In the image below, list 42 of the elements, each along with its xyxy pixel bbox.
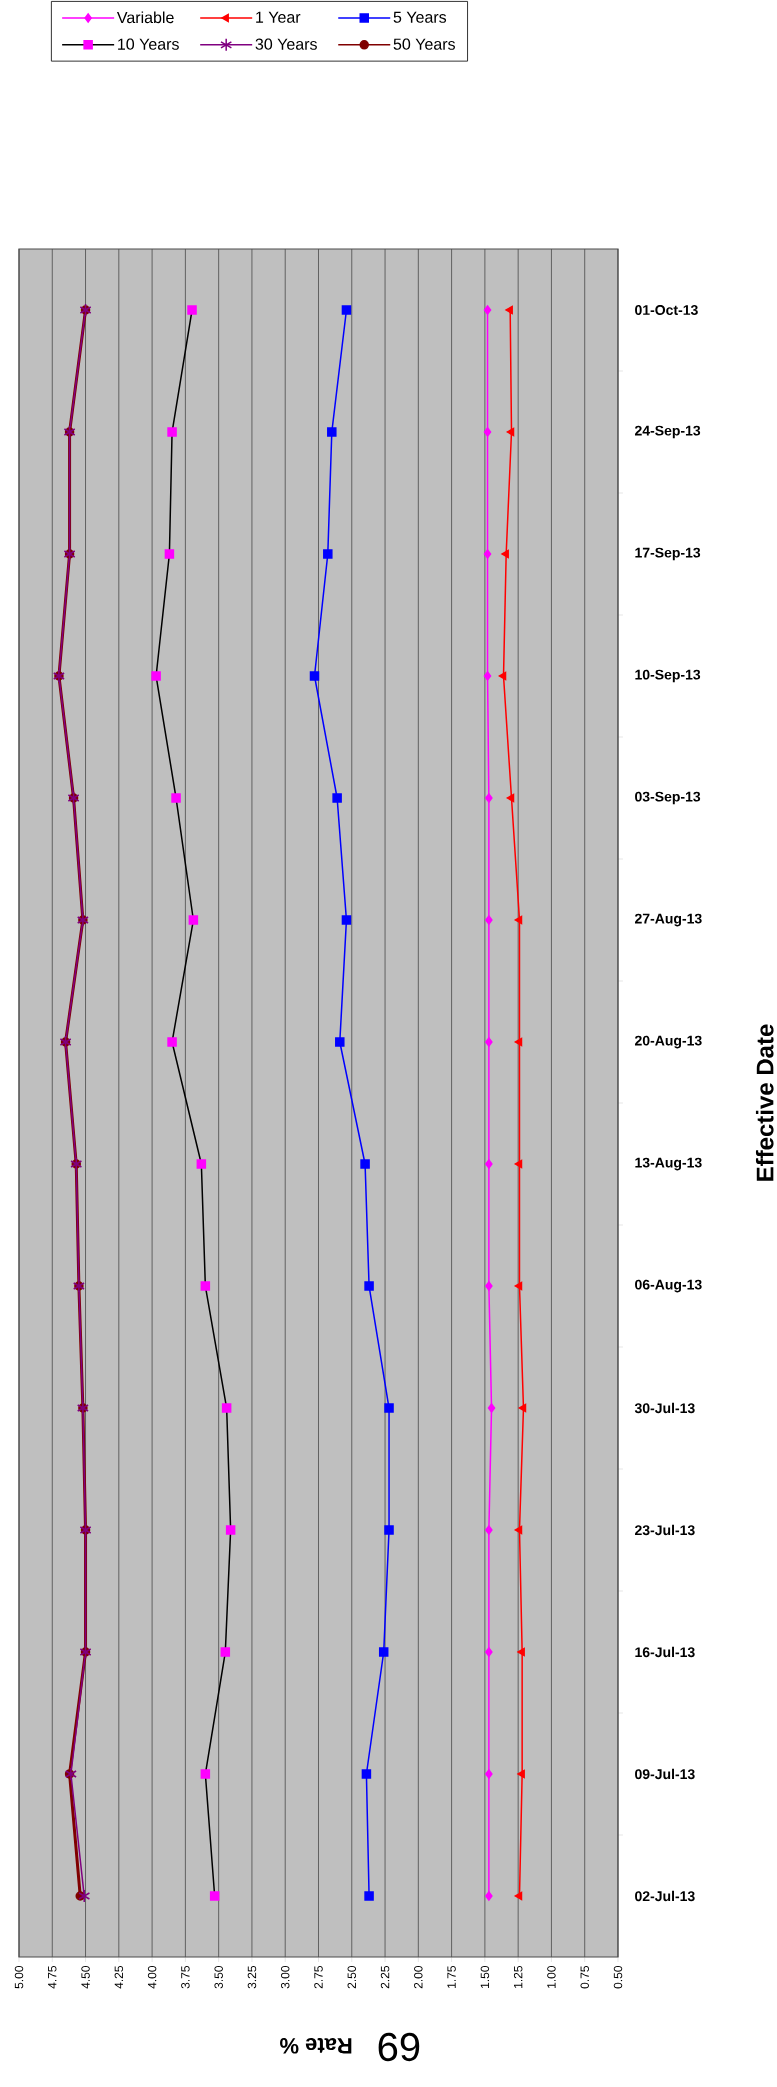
legend-label: 30 Years <box>255 38 317 50</box>
legend-label: Variable <box>116 11 174 24</box>
x-tick-label: 2.00 <box>414 1966 423 1989</box>
y-tick-label: 16-Jul-13 <box>635 1646 695 1658</box>
x-tick-label: 0.50 <box>613 1966 623 1989</box>
x-tick-label: 1.25 <box>513 1966 523 1988</box>
y-tick-label: 06-Aug-13 <box>635 1279 702 1293</box>
y-axis-title: Effective Date <box>755 1024 774 1181</box>
legend-label: 50 Years <box>393 38 455 50</box>
x-tick-label: 3.50 <box>214 1966 223 1989</box>
x-tick-label: 3.00 <box>280 1966 290 1989</box>
x-tick-label: 1.50 <box>480 1966 490 1988</box>
x-tick-label: 0.75 <box>580 1966 589 1989</box>
y-tick-label: 24-Sep-13 <box>635 425 701 439</box>
x-tick-label: 4.00 <box>147 1966 157 1989</box>
y-tick-label: 23-Jul-13 <box>635 1524 695 1536</box>
legend-label: 1 Year <box>256 11 301 23</box>
x-tick-label: 2.50 <box>347 1966 357 1989</box>
y-tick-label: 20-Aug-13 <box>635 1035 702 1049</box>
x-tick-label: 5.00 <box>14 1966 24 1989</box>
x-tick-label: 4.50 <box>81 1966 90 1989</box>
x-tick-label: 4.75 <box>48 1966 57 1989</box>
legend-label: 5 Years <box>393 11 447 23</box>
x-tick-label: 4.25 <box>114 1966 124 1989</box>
y-tick-label: 27-Aug-13 <box>635 913 702 927</box>
x-tick-label: 1.00 <box>547 1966 556 1988</box>
y-tick-label: 17-Sep-13 <box>635 547 701 561</box>
text: 69 <box>378 2032 420 2062</box>
x-tick-label: 3.75 <box>181 1966 190 1989</box>
y-tick-label: 02-Jul-13 <box>635 1890 695 1902</box>
y-tick-label: 13-Aug-13 <box>635 1157 702 1171</box>
x-tick-label: 3.25 <box>247 1966 257 1989</box>
y-tick-label: 01-Oct-13 <box>635 305 698 315</box>
x-tick-label: 2.75 <box>314 1966 323 1989</box>
x-axis-title: Rate % <box>280 2038 352 2054</box>
y-tick-label: 10-Sep-13 <box>635 669 701 683</box>
y-tick-label: 30-Jul-13 <box>634 1402 695 1414</box>
x-tick-label: 2.25 <box>380 1966 390 1989</box>
y-tick-label: 09-Jul-13 <box>635 1768 695 1780</box>
legend-label: 10 Years <box>118 38 179 50</box>
y-tick-label: 03-Sep-13 <box>635 791 701 805</box>
x-tick-label: 1.75 <box>447 1966 456 1988</box>
